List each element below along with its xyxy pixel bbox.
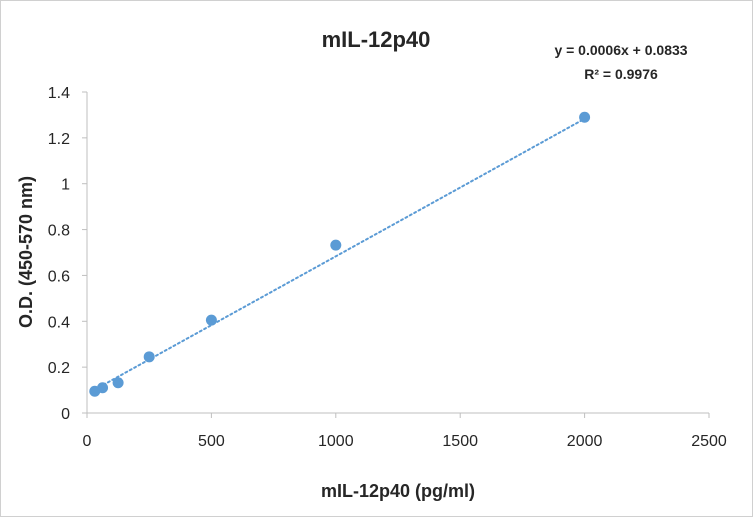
x-axis: 0 500 1000 1500 2000 2500	[83, 412, 727, 450]
y-tick-label: 1.2	[48, 131, 70, 148]
data-point	[112, 377, 124, 389]
x-axis-title: mIL-12p40 (pg/ml)	[321, 481, 475, 501]
chart-title: mIL-12p40	[322, 27, 431, 52]
trendline-layer	[93, 117, 586, 391]
y-axis-title: O.D. (450-570 nm)	[16, 176, 36, 328]
x-tick-label: 0	[83, 433, 92, 450]
y-tick-label: 0	[61, 406, 70, 423]
y-tick-label: 1	[61, 177, 70, 194]
data-point	[143, 351, 155, 363]
data-points	[89, 111, 591, 397]
y-tick-label: 0.4	[48, 314, 70, 331]
trendline	[93, 117, 586, 391]
y-tick-label: 0.8	[48, 223, 70, 240]
y-tick-label: 1.4	[48, 85, 70, 102]
data-point	[579, 111, 591, 123]
trendline-r-squared: R² = 0.9976	[584, 66, 658, 82]
x-tick-label: 1500	[442, 433, 478, 450]
data-point	[330, 239, 342, 251]
x-tick-label: 1000	[318, 433, 354, 450]
trendline-equation: y = 0.0006x + 0.0833	[554, 42, 687, 58]
data-point	[97, 382, 109, 394]
x-tick-label: 2000	[567, 433, 603, 450]
y-tick-label: 0.6	[48, 268, 70, 285]
x-tick-label: 500	[198, 433, 225, 450]
y-tick-label: 0.2	[48, 360, 70, 377]
y-axis: 0 0.2 0.4 0.6 0.8 1 1.2 1.4	[48, 85, 88, 423]
data-point	[205, 314, 217, 326]
x-tick-label: 2500	[691, 433, 727, 450]
